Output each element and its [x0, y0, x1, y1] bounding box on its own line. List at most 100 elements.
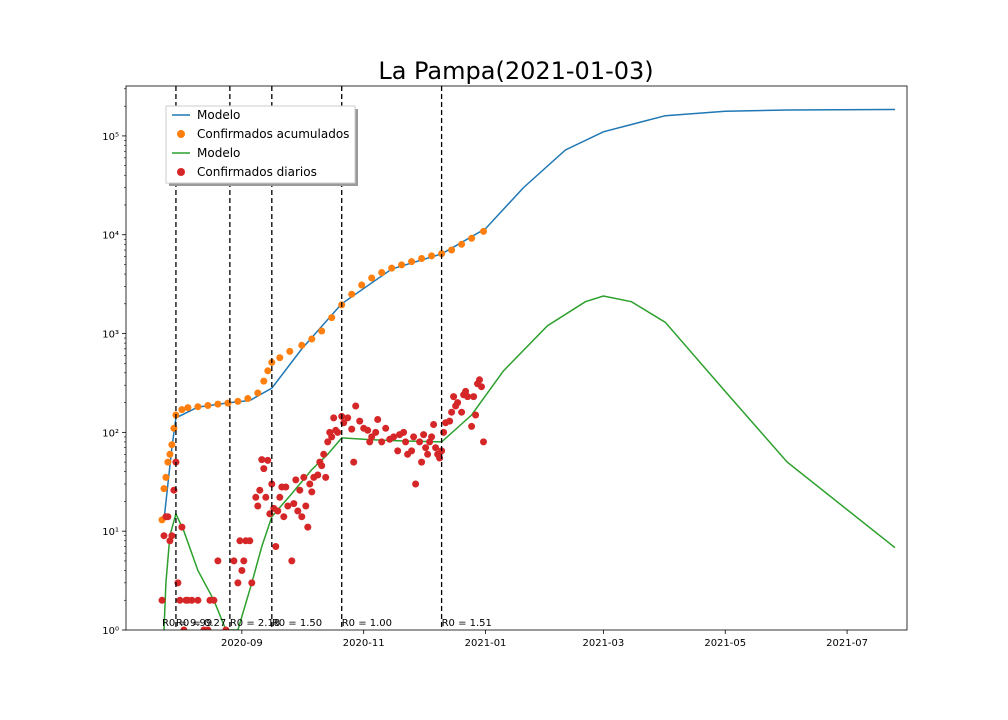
series-3-point	[344, 414, 352, 422]
x-tick-label: 2021-05	[704, 638, 746, 649]
series-3-point	[322, 473, 330, 481]
series-3-point	[290, 500, 298, 508]
series-3-point	[298, 513, 306, 521]
series-3-point	[210, 596, 218, 604]
series-3-point	[260, 465, 268, 473]
axes-border	[125, 85, 908, 631]
x-tick-label: 2020-09	[221, 638, 263, 649]
series-3-point	[368, 433, 376, 441]
chart-title: La Pampa(2021-01-03)	[378, 57, 653, 85]
series-lines-layer	[163, 108, 896, 630]
legend-box	[165, 105, 356, 184]
series-1-point	[438, 250, 446, 258]
series-1-point	[308, 335, 316, 343]
series-3-point	[180, 626, 188, 630]
series-3-point	[408, 447, 416, 455]
series-1-point	[448, 246, 456, 254]
series-3-point	[432, 444, 440, 452]
series-3-point	[288, 557, 296, 565]
series-1-point	[458, 240, 466, 248]
series-3-point	[194, 596, 202, 604]
series-3-point	[424, 450, 432, 458]
legend-label: Confirmados acumulados	[197, 127, 349, 141]
series-1-point	[428, 252, 436, 260]
series-1-point	[408, 258, 416, 266]
series-3-point	[246, 537, 254, 545]
series-1-point	[260, 377, 268, 385]
series-3-point	[158, 596, 166, 604]
series-1-point	[348, 290, 356, 298]
series-3-point	[268, 480, 276, 488]
series-3-point	[164, 513, 172, 521]
series-1-point	[162, 473, 170, 481]
series-3-point	[410, 433, 418, 441]
series-3-point	[240, 557, 248, 565]
series-1-point	[276, 354, 284, 362]
series-3-point	[280, 513, 288, 521]
series-3-point	[296, 486, 304, 494]
series-3-point	[222, 626, 230, 630]
series-3-point	[378, 438, 386, 446]
series-3-point	[448, 408, 456, 416]
series-3-point	[372, 428, 380, 436]
series-3-point	[450, 393, 458, 401]
series-line-2	[163, 295, 896, 630]
series-1-point	[264, 367, 272, 375]
series-3-point	[328, 433, 336, 441]
legend-dot-swatch	[177, 168, 185, 176]
series-1-point	[368, 274, 376, 282]
x-tick-label: 2021-03	[582, 638, 624, 649]
series-3-point	[256, 486, 264, 494]
r0-label-2: R0 = 2.18	[230, 618, 280, 629]
series-1-point	[388, 264, 396, 272]
series-3-point	[274, 507, 282, 515]
series-1-point	[168, 441, 176, 449]
series-1-point	[254, 389, 262, 397]
series-1-point	[378, 269, 386, 276]
series-1-point	[160, 485, 168, 493]
series-3-point	[236, 537, 244, 545]
series-3-point	[262, 493, 270, 501]
x-tick-label: 2021-07	[826, 638, 868, 649]
y-tick-label: 10¹	[102, 527, 119, 538]
series-3-point	[464, 393, 472, 401]
series-3-point	[416, 438, 424, 446]
series-3-point	[422, 444, 430, 452]
series-1-point	[318, 327, 326, 335]
series-3-point	[418, 458, 426, 466]
series-3-point	[300, 473, 308, 481]
r0-label-4: R0 = 1.00	[342, 618, 392, 629]
series-3-point	[476, 376, 483, 384]
series-line-0	[163, 108, 896, 520]
legend-label: Modelo	[197, 108, 240, 122]
series-3-point	[276, 493, 284, 501]
series-3-point	[472, 411, 480, 419]
series-3-point	[446, 417, 454, 425]
series-3-point	[302, 502, 310, 510]
series-3-point	[334, 428, 342, 436]
series-1-point	[358, 281, 366, 289]
series-3-point	[356, 417, 364, 425]
legend-dot-swatch	[177, 130, 185, 138]
series-3-point	[394, 447, 402, 455]
x-tick-label: 2020-11	[343, 638, 385, 649]
series-3-point	[420, 431, 428, 439]
series-1-point	[166, 450, 174, 458]
y-tick-label: 10⁰	[102, 626, 119, 637]
series-3-point	[168, 532, 176, 540]
legend-label: Modelo	[197, 146, 240, 160]
series-1-point	[178, 406, 186, 414]
series-3-point	[234, 579, 242, 587]
series-1-point	[286, 347, 294, 355]
series-3-point	[470, 393, 478, 401]
series-3-point	[248, 579, 256, 587]
series-3-point	[374, 416, 382, 423]
series-1-point	[214, 400, 222, 408]
series-3-point	[318, 462, 326, 470]
series-3-point	[306, 480, 314, 488]
series-3-point	[282, 483, 290, 491]
series-3-point	[412, 480, 420, 488]
series-3-point	[160, 532, 168, 540]
series-3-point	[390, 433, 398, 441]
series-3-point	[254, 502, 262, 510]
